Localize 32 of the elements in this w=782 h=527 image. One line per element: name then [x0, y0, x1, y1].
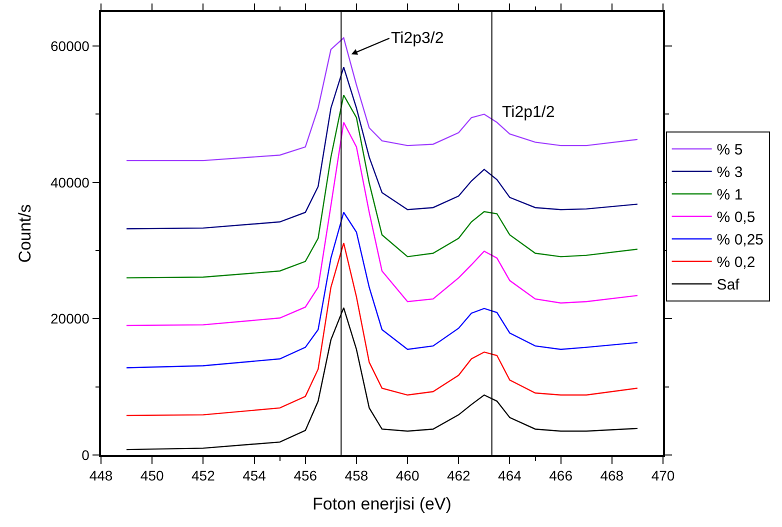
- legend-label: % 0,2: [716, 254, 756, 272]
- legend-label: % 0,5: [716, 209, 756, 226]
- x-tick-label: 470: [651, 468, 675, 484]
- legend-label: % 3: [716, 164, 743, 182]
- legend-label: % 0,25: [716, 232, 764, 249]
- legend-label: Saf: [716, 276, 740, 294]
- x-tick-label: 454: [242, 468, 266, 484]
- line-series: [126, 242, 638, 416]
- x-tick-label: 462: [446, 468, 471, 484]
- annotation: Ti2p1/2: [502, 104, 555, 121]
- x-tick-label: 466: [549, 468, 573, 484]
- y-tick-label: 0: [82, 446, 90, 463]
- y-axis-title: Count/s: [16, 204, 35, 263]
- y-tick-label: 20000: [50, 310, 90, 327]
- line-series: [126, 94, 638, 278]
- line-series: [126, 212, 638, 368]
- y-tick-label: 60000: [50, 38, 90, 54]
- x-axis-title: Foton enerjisi (eV): [312, 494, 452, 514]
- legend-label: % 5: [716, 142, 743, 159]
- x-tick-label: 450: [140, 468, 164, 484]
- x-tick-label: 458: [344, 468, 368, 484]
- x-tick-label: 460: [396, 468, 420, 484]
- x-tick-label: 456: [294, 468, 318, 484]
- x-tick-label: 464: [498, 468, 522, 484]
- x-tick-label: 448: [89, 468, 113, 484]
- line-series: [126, 66, 638, 230]
- y-tick-label: 40000: [50, 174, 90, 190]
- annotation: Ti2p3/2: [391, 30, 444, 47]
- x-tick-label: 468: [600, 468, 624, 484]
- x-tick-label: 452: [192, 468, 216, 484]
- legend-label: % 1: [716, 186, 743, 204]
- line-series: [126, 122, 638, 326]
